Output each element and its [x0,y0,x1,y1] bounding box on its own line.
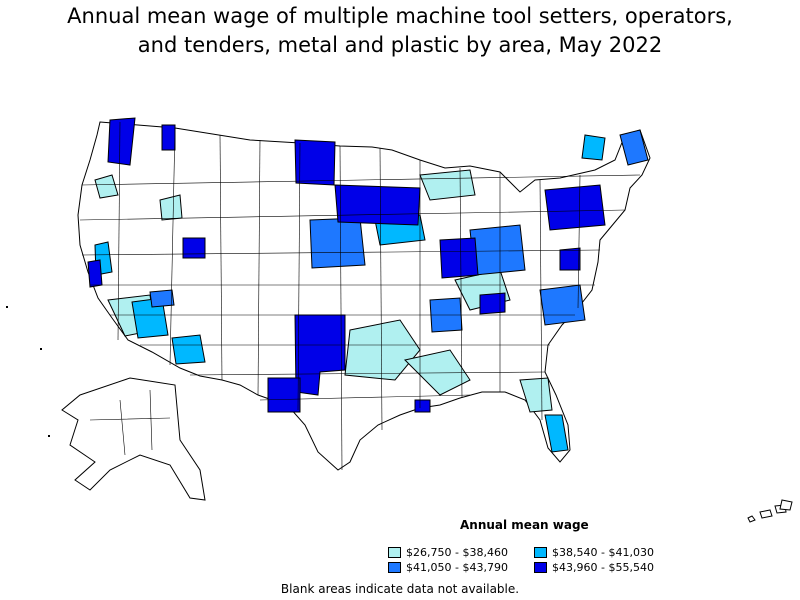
area-region [419,169,476,201]
legend-item-1: $26,750 - $38,460 [388,546,508,559]
area-region [107,117,136,166]
hawaii [747,499,793,523]
small-islands [6,306,50,437]
map-title-line-2: and tenders, metal and plastic by area, … [137,33,663,57]
legend-label-4: $43,960 - $55,540 [552,561,654,574]
alaska-boundary [89,389,171,456]
legend-label-2: $38,540 - $41,030 [552,546,654,559]
island-marker [40,348,42,350]
legend-swatch-2 [534,547,547,558]
area-region [559,247,581,271]
area-region [544,414,569,453]
hawaii-island [759,509,773,519]
areas-tier-1 [94,169,553,413]
legend-label-1: $26,750 - $38,460 [406,546,508,559]
area-region [87,259,103,288]
island-marker [48,435,50,437]
area-region [267,377,301,413]
hawaii-island [779,499,793,511]
legend-swatch-4 [534,562,547,573]
area-region [519,377,553,413]
area-region [414,399,431,413]
contiguous-us-outline [77,121,651,471]
area-region [619,129,649,166]
alaska [61,377,206,501]
map-title: Annual mean wage of multiple machine too… [0,2,800,60]
area-boundaries [79,121,641,471]
area-region [159,194,183,221]
area-region [149,289,175,308]
legend-swatch-3 [388,562,401,573]
area-region [182,237,206,259]
area-region [469,224,526,276]
areas-tier-4 [87,117,606,413]
legend-label-3: $41,050 - $43,790 [406,561,508,574]
area-region [479,292,506,315]
legend-item-3: $41,050 - $43,790 [388,561,508,574]
area-region [344,319,421,381]
area-region [544,184,606,231]
area-region [581,134,606,161]
island-marker [6,306,8,308]
contiguous-us [77,117,651,471]
area-region [404,349,471,396]
legend-item-4: $43,960 - $55,540 [534,561,654,574]
area-region [171,334,206,365]
footnote: Blank areas indicate data not available. [280,582,520,596]
legend-item-2: $38,540 - $41,030 [534,546,654,559]
legend-swatch-1 [388,547,401,558]
area-region [94,174,119,199]
area-region [294,139,336,186]
legend-title: Annual mean wage [460,518,589,532]
area-region [334,184,421,226]
area-region [161,124,176,151]
area-region [309,217,366,269]
alaska-outline [61,377,206,501]
map-title-line-1: Annual mean wage of multiple machine too… [67,4,733,28]
hawaii-island [747,515,756,523]
area-region [439,237,479,279]
